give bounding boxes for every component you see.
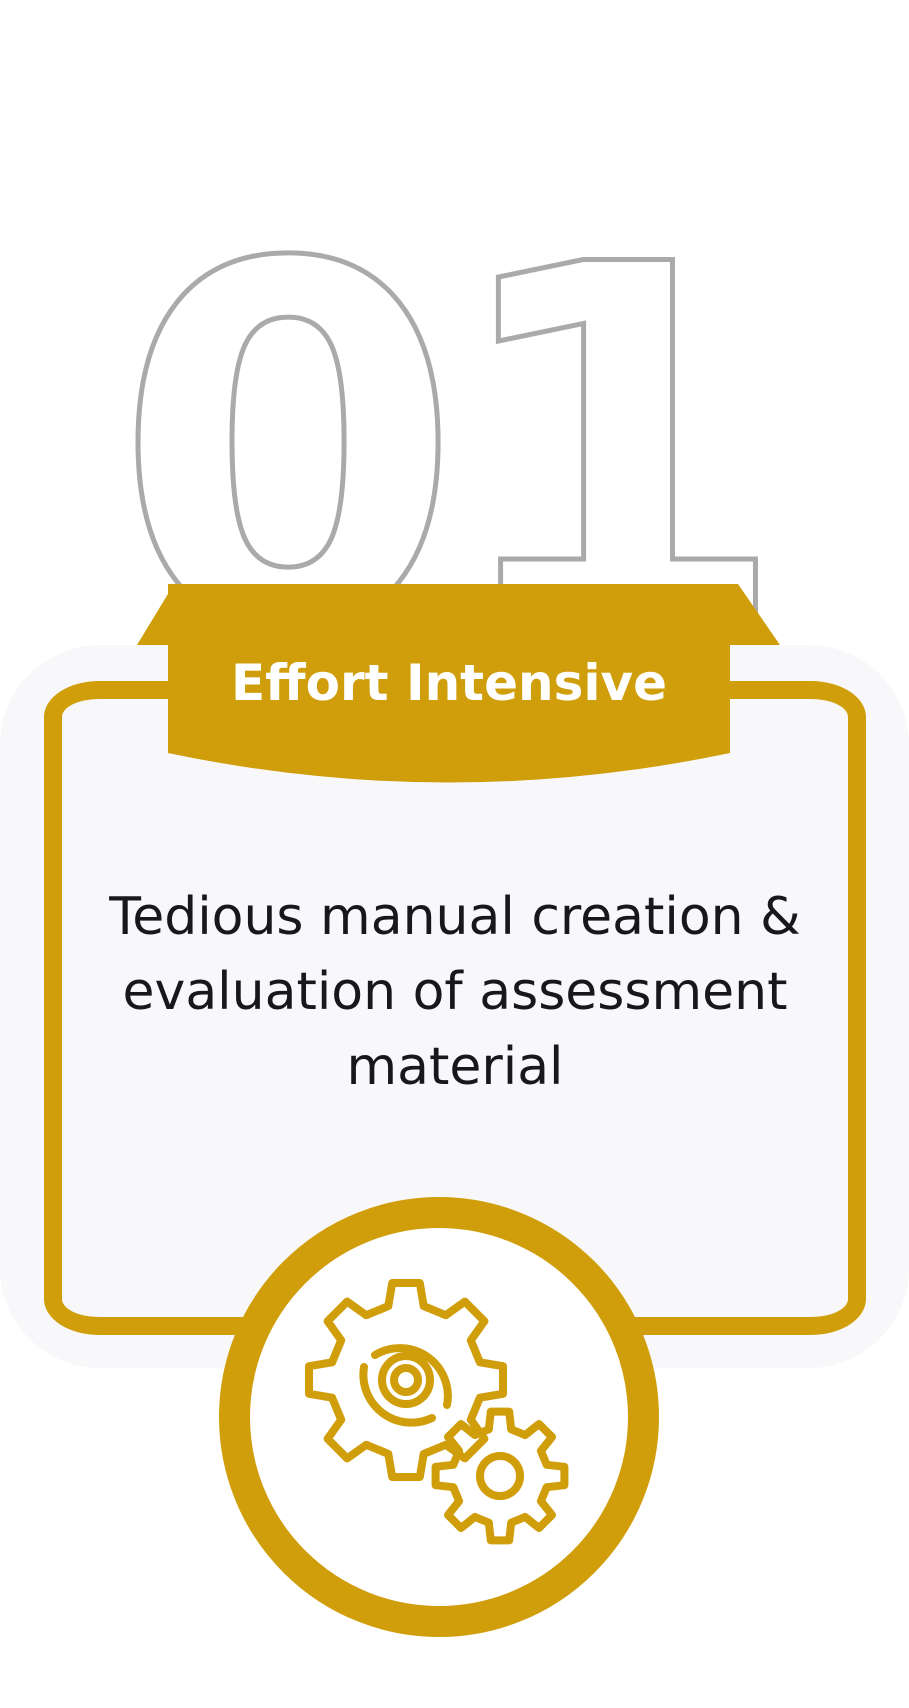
- title-banner: [137, 584, 780, 783]
- card-description: Tedious manual creation & evaluation of …: [109, 887, 801, 1097]
- small-gear-outline: [431, 1407, 569, 1545]
- card-title: Effort Intensive: [231, 654, 667, 712]
- large-gear-outline: [305, 1279, 507, 1481]
- gears-icon: [305, 1279, 569, 1545]
